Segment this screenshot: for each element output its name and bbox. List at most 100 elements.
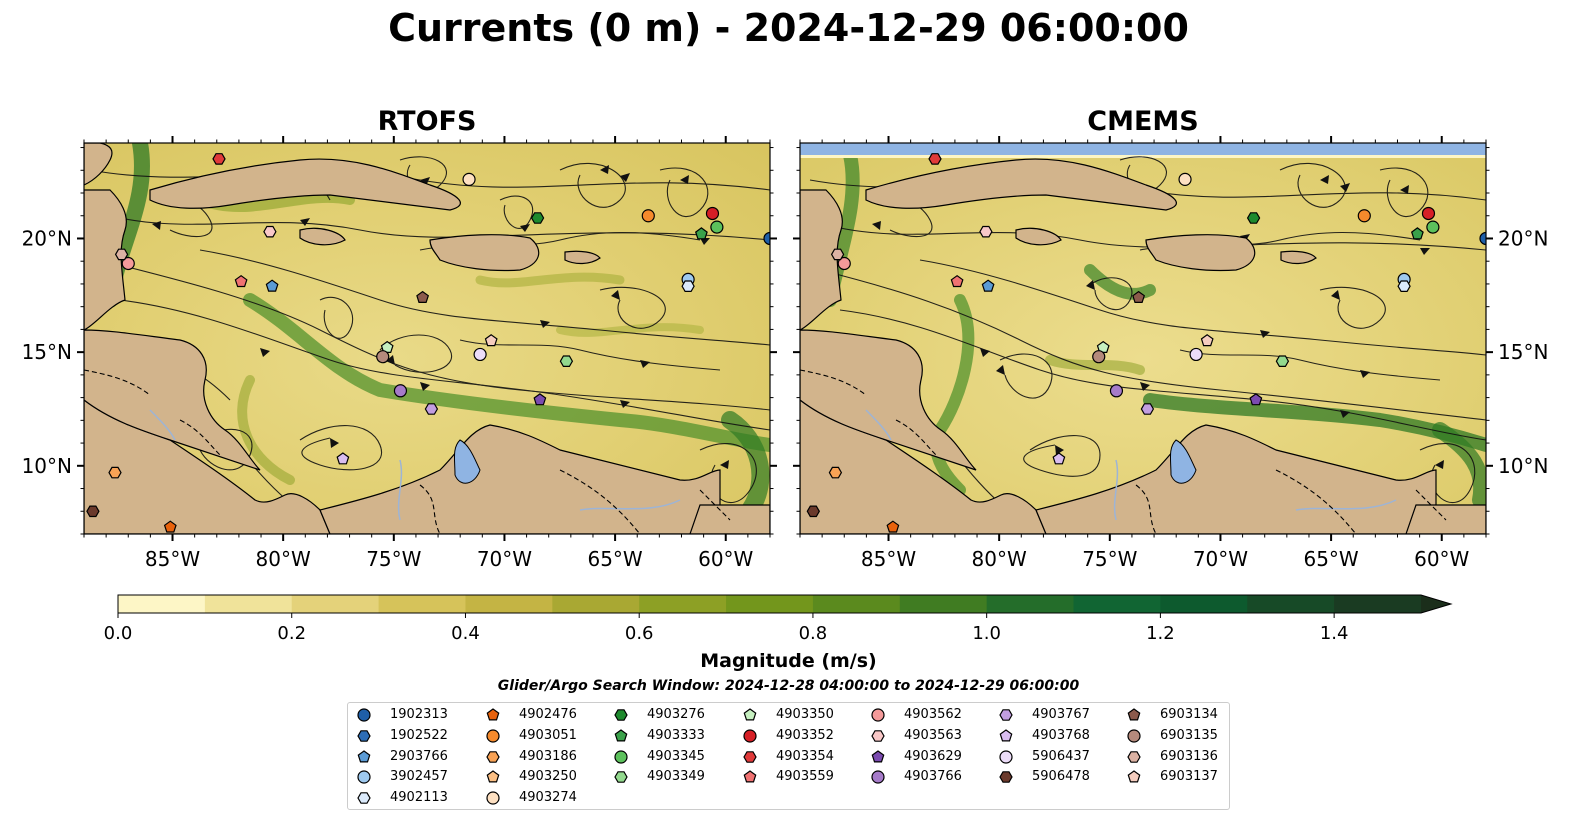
- hexagon-marker-icon: [357, 792, 371, 804]
- colorbar-segment: [552, 595, 640, 613]
- float-6903135-marker: [376, 350, 390, 364]
- mexico-landmass: [84, 189, 127, 331]
- pentagon-marker-icon: [743, 770, 757, 783]
- float-4903629-marker: [533, 393, 547, 406]
- legend-item-label: 4903767: [1032, 707, 1090, 722]
- colorbar-tick-label: 0.6: [625, 623, 654, 640]
- float-4902476-marker: [163, 520, 177, 533]
- honduras-nicaragua: [84, 329, 261, 471]
- float-4903333-marker: [1410, 227, 1424, 240]
- legend-item-label: 4903354: [776, 748, 834, 764]
- colorbar-segment: [1160, 595, 1248, 613]
- cmems-map-panel: [800, 143, 1486, 534]
- float-2903766-marker: [981, 279, 995, 292]
- float-4903629-marker: [1249, 393, 1263, 406]
- land: [84, 143, 770, 534]
- inland-water: [453, 439, 481, 484]
- colorbar-tick-label: 1.4: [1320, 623, 1349, 640]
- rivers: [149, 409, 681, 521]
- hexagon-marker-icon: [357, 729, 371, 742]
- float-4903562-marker: [837, 256, 851, 271]
- float-4903186-marker: [108, 466, 122, 479]
- float-4903274-marker: [462, 172, 476, 186]
- pentagon-marker-icon: [357, 749, 371, 763]
- colorbar-extend-arrow: [1421, 595, 1451, 613]
- hexagon-marker-icon: [871, 729, 885, 742]
- circle-marker-icon: [357, 770, 371, 784]
- lon-tick-label: 85°W: [861, 547, 916, 571]
- legend-item-label: 4903768: [1032, 727, 1090, 743]
- pentagon-marker-icon: [486, 708, 500, 721]
- legend-item-label: 1902313: [390, 707, 448, 722]
- hexagon-marker-icon: [999, 709, 1013, 721]
- circle-marker-icon: [486, 729, 500, 743]
- lon-tick-label: 60°W: [698, 547, 753, 571]
- colorbar-segment: [1073, 595, 1161, 613]
- float-4903051-marker: [641, 209, 655, 223]
- rivers: [865, 409, 1397, 521]
- float-4903349-marker: [559, 355, 574, 367]
- colorbar-segment: [118, 595, 206, 613]
- float-4903559-marker: [234, 274, 248, 288]
- land: [800, 158, 1486, 534]
- lat-tick-label: 20°N: [22, 226, 72, 250]
- colorbar-tick-label: 0.0: [104, 623, 133, 640]
- lat-tick-label: 15°N: [1498, 340, 1548, 364]
- borders: [800, 369, 1447, 534]
- lon-tick-label: 80°W: [972, 547, 1027, 571]
- cuba: [865, 158, 1177, 211]
- south-america-landmass: [319, 424, 721, 534]
- float-4903186-marker: [828, 466, 843, 479]
- circle-marker-icon: [871, 708, 885, 722]
- legend-item-label: 4903559: [776, 769, 834, 785]
- puerto-rico: [1280, 250, 1317, 265]
- hispaniola: [429, 234, 540, 272]
- pentagon-marker-icon: [486, 770, 500, 783]
- panel-title-cmems: CMEMS: [1087, 106, 1199, 137]
- lon-tick-label: 60°W: [1414, 547, 1469, 571]
- float-4903768-marker: [336, 452, 350, 465]
- float-4903767-marker: [1140, 403, 1155, 415]
- rtofs-map-panel: [84, 143, 770, 534]
- circle-marker-icon: [1127, 729, 1141, 743]
- float-4903563-marker: [263, 225, 277, 238]
- lon-tick-label: 80°W: [256, 547, 311, 571]
- legend-item-label: 4903276: [647, 707, 705, 722]
- float-4903559-marker: [950, 274, 964, 288]
- float-4903345-marker: [710, 220, 724, 234]
- honduras-nicaragua: [800, 329, 977, 471]
- borders: [84, 369, 731, 534]
- float-4903766-marker: [1109, 384, 1124, 398]
- legend-item-label: 4903186: [519, 748, 577, 764]
- legend-item-label: 4903350: [776, 707, 834, 722]
- hexagon-marker-icon: [1127, 750, 1141, 763]
- rtofs-map-frame: [83, 142, 771, 535]
- legend-item-label: 1902522: [390, 727, 448, 743]
- legend-item-label: 5906437: [1032, 748, 1090, 764]
- cmems-map-frame: [799, 142, 1487, 535]
- float-4903767-marker: [424, 403, 439, 415]
- lake-maracaibo: [453, 439, 481, 484]
- circle-marker-icon: [743, 729, 757, 743]
- float-4903562-marker: [121, 256, 135, 271]
- colorbar-segment: [1334, 595, 1422, 613]
- legend-item-label: 4903274: [519, 790, 577, 806]
- lon-tick-label: 65°W: [1303, 547, 1358, 571]
- circle-marker-icon: [486, 791, 500, 805]
- float-2903766-marker: [265, 279, 279, 292]
- pentagon-marker-icon: [743, 708, 757, 721]
- hexagon-marker-icon: [357, 729, 371, 742]
- float-4903352-marker: [1421, 206, 1436, 221]
- puerto-rico: [564, 250, 601, 265]
- float-5906478-marker: [86, 505, 100, 518]
- hexagon-marker-icon: [614, 709, 628, 721]
- colorbar-tick-label: 1.2: [1146, 623, 1175, 640]
- legend-item-label: 4903349: [647, 769, 705, 785]
- pentagon-marker-icon: [614, 729, 628, 742]
- no-data-band: [800, 143, 1486, 155]
- pentagon-marker-icon: [486, 708, 500, 721]
- colorbar-segment: [1247, 595, 1335, 613]
- float-4903768-marker: [1052, 452, 1066, 465]
- float-6903136-marker: [114, 248, 129, 261]
- pentagon-marker-icon: [357, 749, 371, 763]
